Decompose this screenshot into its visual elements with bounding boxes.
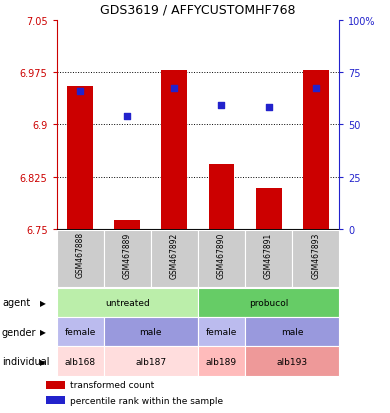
Text: male: male [281,328,303,336]
Text: female: female [64,328,96,336]
Bar [57,317,104,347]
Bar [198,288,339,317]
Text: alb193: alb193 [277,357,308,366]
Text: GSM467890: GSM467890 [217,232,226,278]
Bar [245,230,292,287]
Text: untreated: untreated [105,298,150,307]
Text: probucol: probucol [249,298,288,307]
Bar [57,288,198,317]
Bar [151,230,198,287]
Bar [104,230,151,287]
Text: ▶: ▶ [40,298,46,307]
Bar [67,87,93,229]
Bar [198,347,245,376]
Text: ▶: ▶ [40,357,46,366]
Text: male: male [140,328,162,336]
Text: alb168: alb168 [65,357,96,366]
Text: agent: agent [2,297,30,308]
Text: ▶: ▶ [40,328,46,336]
Bar [161,71,187,229]
Text: alb187: alb187 [135,357,167,366]
Text: GSM467893: GSM467893 [311,232,320,278]
Bar [256,189,282,229]
Text: GSM467891: GSM467891 [264,232,273,278]
Bar [104,317,198,347]
Point [171,85,177,92]
Point [218,102,225,109]
Bar [57,347,104,376]
Bar [303,71,329,229]
Point [124,113,130,120]
Point [77,88,83,95]
Bar [114,221,140,229]
Text: GSM467889: GSM467889 [123,232,132,278]
Bar [198,317,245,347]
Text: percentile rank within the sample: percentile rank within the sample [70,396,223,405]
Bar [198,230,245,287]
Text: individual: individual [2,356,50,366]
Bar [292,230,339,287]
Text: alb189: alb189 [206,357,237,366]
Bar [104,347,198,376]
Text: GSM467892: GSM467892 [170,232,179,278]
Bar [57,230,104,287]
Bar [46,396,65,404]
Point [266,104,272,111]
Text: transformed count: transformed count [70,380,154,389]
Bar [245,347,339,376]
Point [313,85,319,92]
Bar [46,381,65,389]
Title: GDS3619 / AFFYCUSTOMHF768: GDS3619 / AFFYCUSTOMHF768 [100,4,296,17]
Bar [209,164,234,229]
Text: GSM467888: GSM467888 [76,232,85,278]
Text: female: female [206,328,237,336]
Bar [245,317,339,347]
Text: gender: gender [2,327,36,337]
